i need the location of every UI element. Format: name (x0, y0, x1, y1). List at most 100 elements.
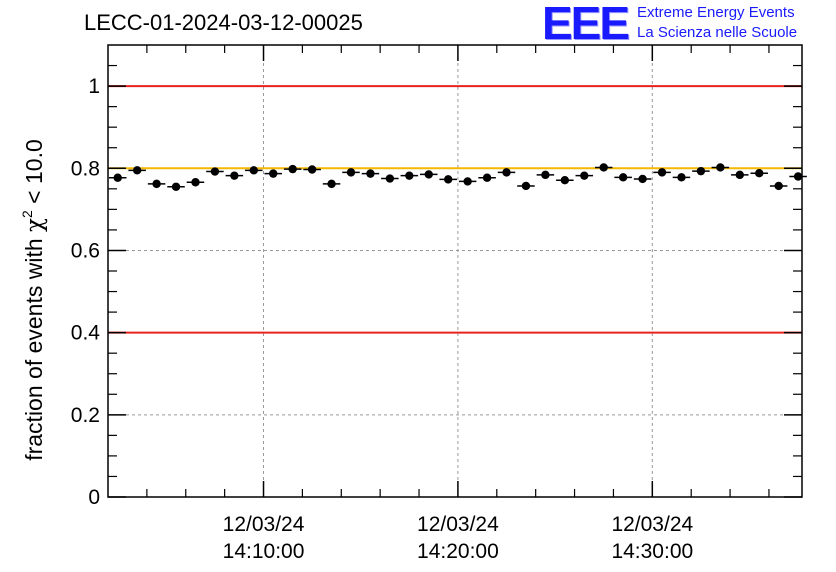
point-marker (774, 181, 783, 191)
y-axis-label-prefix: fraction of events with (21, 232, 47, 461)
point-marker (599, 163, 608, 172)
point-marker (463, 177, 472, 186)
y-axis-label-suffix: < 10.0 (21, 139, 47, 210)
data-point (420, 170, 438, 179)
point-marker (502, 168, 511, 177)
x-tick-label-time: 14:10:00 (223, 540, 305, 563)
data-point (283, 164, 302, 174)
chart-title: LECC-01-2024-03-12-00025 (84, 10, 363, 35)
data-point (614, 173, 632, 182)
point-marker (482, 173, 492, 182)
data-point (381, 174, 399, 183)
data-points (108, 163, 807, 191)
x-tick-label-date: 12/03/24 (417, 513, 499, 536)
data-point (303, 165, 321, 174)
point-marker (443, 175, 453, 184)
point-marker (113, 173, 122, 182)
data-point (769, 181, 788, 191)
data-point (750, 169, 768, 178)
point-marker (580, 171, 589, 180)
point-marker (560, 175, 570, 185)
data-point (478, 173, 496, 182)
axis-ticks (108, 45, 802, 498)
point-marker (405, 171, 414, 180)
point-marker (385, 174, 395, 183)
point-marker (541, 170, 550, 180)
grid (108, 45, 802, 497)
point-marker (307, 165, 317, 174)
data-point (789, 172, 807, 181)
data-point (206, 167, 224, 176)
eee-logo: EEE Extreme Energy Events La Scienza nel… (542, 0, 832, 49)
y-tick-label: 0.8 (71, 157, 100, 180)
point-marker (210, 167, 220, 176)
data-point (108, 173, 127, 182)
point-marker (269, 169, 278, 178)
y-tick-label: 1 (88, 75, 100, 98)
point-marker (755, 169, 764, 178)
data-point (653, 168, 671, 177)
y-axis-label-symbol: χ (22, 218, 48, 232)
x-tick-label-time: 14:20:00 (417, 540, 499, 563)
data-point (517, 181, 535, 191)
y-axis-label-exponent: 2 (19, 210, 35, 218)
y-tick-labels: 0 0.2 0.4 0.6 0.8 1 (71, 75, 101, 509)
point-marker (366, 169, 375, 178)
data-point (245, 166, 263, 175)
x-tick-label-date: 12/03/24 (611, 513, 693, 536)
point-marker (716, 163, 725, 172)
point-marker (132, 166, 142, 175)
data-point (536, 170, 555, 180)
point-marker (735, 170, 744, 180)
point-marker (793, 172, 803, 181)
eee-logo-line1: Extreme Energy Events (637, 4, 795, 21)
data-point (128, 166, 146, 175)
x-tick-label-time: 14:30:00 (611, 540, 693, 563)
y-tick-label: 0 (88, 486, 100, 509)
y-tick-label: 0.2 (71, 404, 100, 427)
eee-logo-line2: La Scienza nelle Scuole (637, 24, 798, 41)
data-point (439, 175, 457, 184)
data-point (264, 169, 282, 178)
point-marker (191, 178, 200, 187)
x-tick-label-date: 12/03/24 (223, 513, 305, 536)
reference-lines (108, 85, 802, 334)
point-marker (677, 173, 686, 182)
data-point (711, 163, 730, 172)
data-point (167, 182, 185, 191)
point-marker (696, 166, 706, 176)
data-point (633, 174, 652, 184)
point-marker (424, 170, 433, 179)
data-point (497, 168, 516, 177)
data-point (556, 175, 574, 185)
x-tick-labels: 12/03/24 14:10:00 12/03/24 14:20:00 12/03/24… (223, 513, 694, 563)
data-point (322, 179, 341, 189)
point-marker (618, 173, 628, 182)
eee-logo-mark: EEE (542, 0, 630, 49)
data-point (147, 179, 166, 189)
point-marker (327, 179, 336, 189)
y-tick-label: 0.6 (71, 239, 100, 262)
data-point (186, 178, 205, 187)
point-marker (230, 171, 239, 180)
data-point (672, 173, 691, 182)
point-marker (346, 168, 356, 177)
y-tick-label: 0.4 (71, 322, 101, 345)
data-point (342, 168, 360, 177)
data-point (692, 166, 710, 176)
y-axis-label: fraction of events with χ2 < 10.0 (19, 139, 48, 461)
data-point (458, 177, 477, 186)
data-point (575, 171, 594, 180)
data-point (400, 171, 419, 180)
data-point (225, 171, 244, 180)
point-marker (288, 164, 297, 174)
point-marker (521, 181, 531, 191)
point-marker (638, 174, 647, 184)
point-marker (152, 179, 161, 189)
data-point (731, 170, 749, 180)
data-point (361, 169, 380, 178)
point-marker (657, 168, 667, 177)
plot-frame (107, 44, 803, 498)
point-marker (249, 166, 258, 175)
